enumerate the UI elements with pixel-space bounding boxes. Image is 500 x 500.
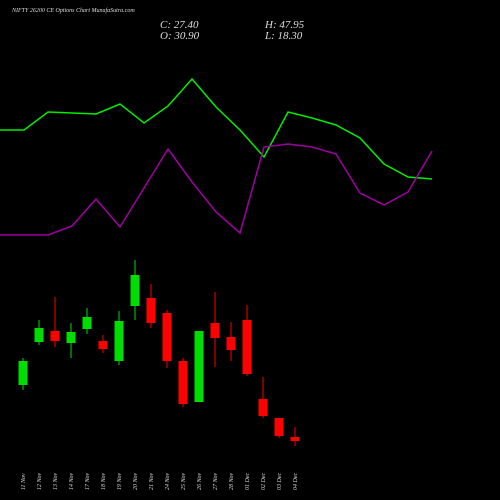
- x-tick-label: 24 Nov: [164, 472, 171, 490]
- candle-body: [258, 399, 268, 416]
- annotation: C: 27.40: [160, 19, 199, 31]
- x-tick-label: 28 Nov: [229, 472, 235, 490]
- candle-body: [210, 323, 220, 338]
- x-tick-label: 27 Nov: [213, 472, 219, 490]
- x-tick-label: 13 Nov: [53, 472, 59, 490]
- candle-body: [290, 437, 300, 441]
- candle-body: [194, 331, 204, 402]
- candle-body: [162, 313, 172, 361]
- x-tick-label: 04 Dec: [292, 473, 299, 490]
- x-tick-label: 01 Dec: [245, 473, 251, 490]
- x-tick-label: 11 Nov: [21, 473, 27, 490]
- candle-body: [130, 275, 140, 306]
- candle-body: [274, 418, 284, 436]
- candle-body: [82, 317, 92, 329]
- x-tick-label: 21 Nov: [149, 472, 155, 490]
- candle-body: [66, 332, 76, 343]
- candle-body: [178, 361, 188, 404]
- x-tick-label: 20 Nov: [133, 472, 139, 490]
- annotation: L: 18.30: [264, 30, 303, 42]
- candle-body: [242, 320, 252, 374]
- candle-body: [146, 298, 156, 323]
- x-tick-label: 17 Nov: [85, 472, 91, 490]
- x-tick-label: 19 Nov: [117, 472, 123, 490]
- candle-body: [114, 321, 124, 361]
- x-tick-label: 14 Nov: [68, 472, 75, 490]
- x-tick-label: 02 Dec: [261, 473, 267, 490]
- candle-body: [226, 337, 236, 350]
- chart-title: NIFTY 26200 CE Options Chart MunafaSutra…: [11, 7, 135, 14]
- candle-body: [50, 331, 60, 341]
- candle-body: [98, 341, 108, 349]
- candle-body: [18, 361, 28, 385]
- x-tick-label: 12 Nov: [37, 472, 43, 490]
- x-tick-label: 25 Nov: [181, 472, 187, 490]
- x-tick-label: 03 Dec: [277, 473, 283, 490]
- x-tick-label: 26 Nov: [197, 472, 203, 490]
- annotation: O: 30.90: [160, 30, 200, 42]
- annotation: H: 47.95: [264, 19, 305, 31]
- candle-body: [34, 328, 44, 342]
- line-series: [0, 77, 433, 180]
- x-tick-label: 18 Nov: [101, 472, 107, 490]
- line-series: [0, 143, 433, 236]
